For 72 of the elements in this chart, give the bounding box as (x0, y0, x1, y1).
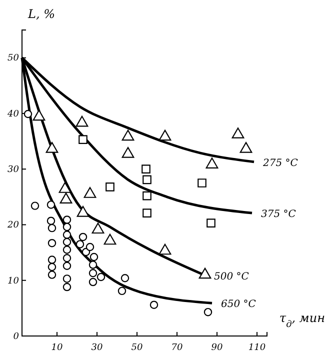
point (88, 260, 98, 269)
point (62, 230, 72, 239)
x-tick-label: 110 (248, 342, 266, 353)
point (206, 218, 216, 228)
point (120, 274, 130, 282)
point (86, 242, 94, 252)
point (62, 238, 72, 246)
y-tick-label: 40 (6, 109, 20, 120)
point (48, 262, 56, 272)
point (76, 240, 84, 248)
point (142, 175, 152, 184)
point (48, 238, 56, 248)
point (30, 202, 40, 210)
x-tick-label: 30 (91, 342, 103, 353)
point (122, 147, 134, 158)
y-tick-label: 50 (8, 54, 20, 64)
point (232, 128, 244, 138)
point (90, 252, 98, 262)
annotation: 650 °C (221, 299, 256, 310)
point (78, 232, 88, 242)
y-tick-label: 0 (13, 332, 20, 342)
point (46, 142, 58, 153)
x-tick-label: 70 (171, 342, 183, 353)
y-tick-label: 30 (8, 164, 20, 175)
point (106, 182, 114, 192)
y-tick-label: 10 (8, 276, 20, 286)
point (142, 191, 152, 200)
point (118, 286, 126, 296)
y-axis-title: L, % (27, 7, 55, 21)
x-tick-label: 90 (211, 342, 223, 353)
annotation: 375 °C (261, 209, 296, 220)
point (122, 130, 134, 141)
point (142, 208, 152, 218)
point (78, 135, 88, 144)
point (198, 178, 206, 188)
point (96, 272, 106, 282)
x-tick-label: 10 (51, 342, 63, 353)
point (24, 110, 32, 118)
point (62, 222, 72, 232)
point (62, 254, 72, 262)
annotation: 500 °C (214, 271, 250, 282)
point (46, 200, 56, 209)
point (92, 222, 104, 234)
point (60, 192, 72, 204)
point (48, 270, 56, 279)
point (58, 182, 72, 193)
point (104, 234, 116, 245)
point (62, 282, 72, 292)
point (204, 308, 212, 316)
point (240, 142, 252, 153)
point (62, 262, 72, 270)
point (88, 269, 98, 278)
point (48, 224, 56, 232)
point (62, 274, 72, 283)
point (62, 216, 72, 224)
point (206, 158, 218, 168)
point (84, 187, 96, 198)
point (142, 164, 150, 174)
point (62, 246, 72, 254)
point (76, 206, 90, 217)
point (158, 130, 172, 141)
point (48, 256, 56, 264)
x-axis-title: τ$_{д}$, мин (279, 311, 326, 330)
point (32, 110, 46, 121)
y-tick-label: 20 (6, 220, 20, 231)
annotation: 275 °C (262, 158, 298, 169)
point (158, 244, 172, 255)
point (150, 300, 158, 309)
point (46, 216, 56, 225)
point (76, 116, 88, 127)
point (88, 278, 98, 286)
x-tick-label: 50 (131, 342, 143, 353)
